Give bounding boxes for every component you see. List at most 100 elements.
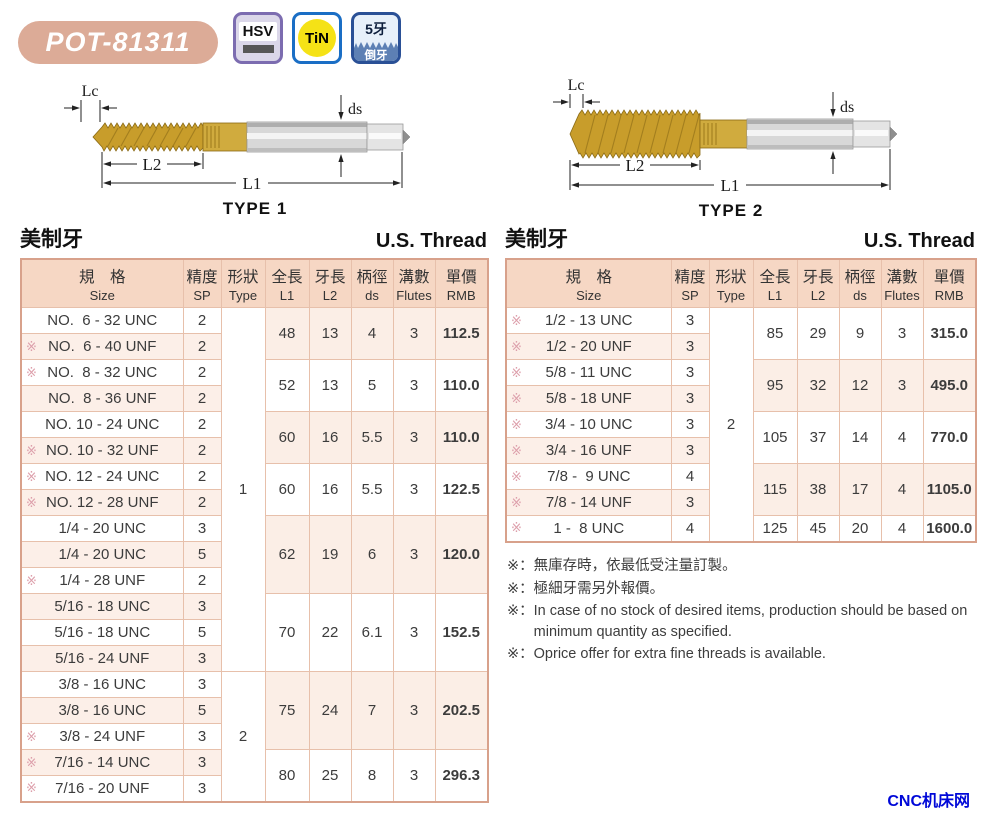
cell-rmb: 110.0 [434,411,489,464]
table-row: ※ 1 - 8 UNC 4 125 45 20 4 1600.0 [505,515,977,542]
cell-ds: 5 [350,359,394,412]
star-mark: ※ [511,442,522,458]
cell-l1: 70 [264,593,310,672]
cell-l2: 19 [308,515,352,594]
col-size: 規 格 Size [20,258,184,308]
table-row: ※ NO. 8 - 32 UNC 2 52 13 5 3 110.0 [20,359,489,412]
cell-l1: 60 [264,463,310,516]
zigzag-teeth-icon: 倒牙 [354,39,398,61]
cell-ds: 14 [838,411,882,464]
table-row: 5/16 - 18 UNC 5 [20,619,488,646]
cell-sp: 2 [182,307,222,334]
cell-type: 2 [220,671,266,802]
star-mark: ※ [26,468,37,484]
table-row: 5/16 - 24 UNF 3 [20,645,488,672]
cell-flutes: 4 [880,515,924,542]
table-row: NO. 8 - 36 UNF 2 [20,385,488,412]
cell-sp: 3 [182,775,222,802]
table-row: ※ 7/8 - 9 UNC 4 115 38 17 4 1105.0 [505,463,977,516]
dim-label-l1: L1 [243,174,262,193]
title-zh: 美制牙 [20,228,83,251]
cell-sp: 4 [670,515,710,542]
cell-ds: 20 [838,515,882,542]
cell-flutes: 3 [880,359,924,412]
col-type: 形狀 Type [220,258,266,308]
cell-flutes: 3 [392,359,436,412]
col-l2: 牙長 L2 [308,258,352,308]
footnote-text: 極細牙需另外報價。 [533,580,665,597]
cell-l1: 48 [264,307,310,360]
table-row: ※ 5/8 - 18 UNF 3 [505,385,976,412]
footnote-mark: ※： [507,580,534,597]
cell-ds: 12 [838,359,882,412]
title-en: U.S. Thread [375,230,487,252]
cell-size: ※ 1/2 - 20 UNF [505,333,672,360]
title-en: U.S. Thread [863,230,975,252]
cell-sp: 3 [182,671,222,698]
star-mark: ※ [26,364,37,380]
cell-size: 1/4 - 20 UNC [20,541,184,568]
table2-title: 美制牙 U.S. Thread [505,227,975,253]
cell-rmb: 202.5 [434,671,489,750]
col-ds: 柄徑 ds [838,258,882,308]
cell-size: ※ NO. 6 - 40 UNF [20,333,184,360]
cell-l1: 105 [752,411,798,464]
col-rmb: 單價 RMB [922,258,977,308]
cell-sp: 4 [670,463,710,490]
cell-ds: 6 [350,515,394,594]
table1-title: 美制牙 U.S. Thread [20,227,487,253]
cell-type: 2 [708,307,754,542]
cell-ds: 8 [350,749,394,802]
cell-l2: 13 [308,359,352,412]
cell-size: ※ 5/8 - 11 UNC [505,359,672,386]
star-mark: ※ [26,442,37,458]
hsv-label: HSV [239,22,277,41]
table-row: ※ 7/16 - 20 UNF 3 [20,775,488,802]
cell-l1: 75 [264,671,310,750]
cell-type: 1 [220,307,266,672]
footnote-line: ※： Oprice offer for extra fine threads i… [507,644,975,665]
cell-l2: 13 [308,307,352,360]
star-mark: ※ [26,728,37,744]
star-mark: ※ [511,494,522,510]
cell-sp: 3 [670,437,710,464]
hsv-material-badge: HSV [233,12,283,64]
cell-size: NO. 10 - 24 UNC [20,411,184,438]
cell-sp: 3 [670,333,710,360]
table-row: ※ 7/8 - 14 UNF 3 [505,489,976,516]
cell-sp: 5 [182,697,222,724]
cell-sp: 2 [182,463,222,490]
star-mark: ※ [511,338,522,354]
cell-size: 5/16 - 24 UNF [20,645,184,672]
type2-label: TYPE 2 [698,201,764,220]
cell-flutes: 3 [392,515,436,594]
hsv-bar-icon [242,45,274,53]
cell-flutes: 3 [392,593,436,672]
cell-l2: 45 [796,515,840,542]
cell-l1: 80 [264,749,310,802]
cell-sp: 3 [182,645,222,672]
cell-l2: 24 [308,671,352,750]
cell-size: ※ 7/8 - 9 UNC [505,463,672,490]
cell-ds: 4 [350,307,394,360]
cell-ds: 5.5 [350,463,394,516]
cell-size: ※ 7/8 - 14 UNF [505,489,672,516]
footnote-line: ※： 無庫存時，依最低受注量訂製。 [507,556,975,577]
cell-sp: 3 [182,749,222,776]
header-row: 規 格 Size 精度 SP 形狀 Type 全長 L1 牙長 L2 柄徑 ds 溝數 Flutes 單價 R… [20,258,489,308]
col-ds: 柄徑 ds [350,258,394,308]
cell-size: ※ NO. 12 - 24 UNC [20,463,184,490]
cell-l2: 25 [308,749,352,802]
cell-size: ※ NO. 12 - 28 UNF [20,489,184,516]
table-row: ※ 1/4 - 28 UNF 2 [20,567,488,594]
type2-tap-diagram: Lc ds L2 L1 [553,78,898,195]
cell-l2: 16 [308,463,352,516]
cell-sp: 3 [182,515,222,542]
star-mark: ※ [26,754,37,770]
cell-rmb: 1105.0 [922,463,977,516]
cell-sp: 2 [182,333,222,360]
dim-label-l1: L1 [721,176,740,195]
table-row: 1/4 - 20 UNC 5 [20,541,488,568]
watermark: CNC机床网 [887,793,970,810]
star-mark: ※ [26,780,37,796]
